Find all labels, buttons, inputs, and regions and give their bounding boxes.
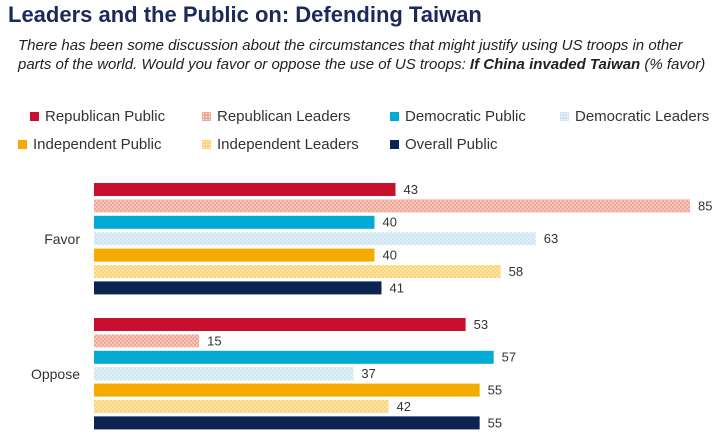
- value-label: 41: [389, 280, 403, 295]
- bar: [94, 383, 480, 397]
- legend-item: Overall Public: [390, 136, 498, 153]
- bar: [94, 334, 200, 348]
- value-label: 55: [488, 415, 502, 430]
- value-label: 40: [382, 248, 396, 263]
- value-label: 43: [404, 182, 418, 197]
- value-label: 85: [698, 198, 712, 213]
- category-label: Oppose: [31, 366, 80, 382]
- bar: [94, 350, 494, 364]
- bar: [94, 281, 382, 295]
- bar: [94, 199, 690, 213]
- subtitle-text: There has been some discussion about the…: [18, 37, 683, 73]
- category-label: Favor: [44, 231, 80, 247]
- bar: [94, 215, 375, 229]
- legend-item: Republican Public: [30, 108, 165, 125]
- legend-swatch: [390, 140, 399, 149]
- chart-title: Leaders and the Public on: Defending Tai…: [8, 2, 482, 27]
- legend-label: Democratic Public: [405, 108, 526, 125]
- bar: [94, 183, 396, 196]
- value-label: 53: [474, 317, 488, 332]
- legend-swatch: [18, 140, 27, 149]
- chart-subtitle: There has been some discussion about the…: [18, 36, 713, 74]
- value-label: 55: [488, 383, 502, 398]
- legend-label: Independent Public: [33, 136, 162, 153]
- bar: [94, 232, 536, 246]
- legend-item: Democratic Leaders: [560, 108, 709, 125]
- value-label: 37: [361, 366, 375, 381]
- legend-item: Democratic Public: [390, 108, 526, 125]
- legend-item: Independent Public: [18, 136, 161, 153]
- legend-item: Republican Leaders: [202, 108, 350, 125]
- subtitle-bold-text: If China invaded Taiwan: [469, 56, 641, 73]
- bar: [94, 318, 466, 331]
- legend-swatch: [202, 140, 211, 149]
- bar: [94, 265, 501, 278]
- legend-label: Independent Leaders: [217, 136, 359, 153]
- bar: [94, 416, 480, 430]
- value-label: 40: [382, 215, 396, 230]
- value-label: 15: [207, 333, 221, 348]
- value-label: 58: [509, 264, 523, 279]
- legend-label: Democratic Leaders: [575, 108, 710, 125]
- value-label: 63: [544, 231, 558, 246]
- legend-label: Republican Public: [45, 108, 166, 125]
- value-label: 57: [502, 350, 516, 365]
- legend-swatch: [202, 112, 211, 121]
- legend-swatch: [390, 112, 399, 121]
- value-label: 42: [396, 399, 410, 414]
- subtitle-suffix: (% favor): [640, 56, 706, 73]
- legend-label: Republican Leaders: [217, 108, 351, 125]
- legend-swatch: [560, 112, 569, 121]
- legend-item: Independent Leaders: [202, 136, 359, 153]
- bar: [94, 400, 389, 413]
- legend-label: Overall Public: [405, 136, 498, 153]
- bar: [94, 248, 375, 262]
- legend-swatch: [30, 112, 39, 121]
- bar: [94, 367, 354, 381]
